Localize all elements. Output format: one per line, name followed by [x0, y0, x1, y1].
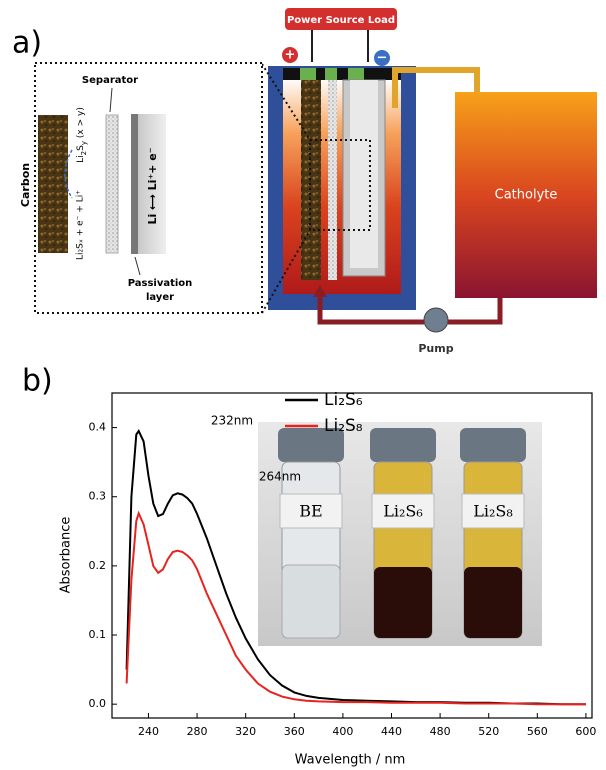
- legend-label: Li₂S₈: [324, 416, 363, 436]
- panel-label: b): [22, 364, 53, 399]
- reaction-part: (x > y): [76, 107, 86, 141]
- figure: a) Power Source Load + − Catholyte Pump …: [0, 0, 606, 770]
- annotation: 264nm: [259, 470, 301, 484]
- li-electrode-inner: [350, 80, 378, 268]
- passivation-label: Passivation: [128, 278, 193, 289]
- li-reaction: Li ⟷ Li⁺+ e⁻: [146, 147, 159, 224]
- x-tick-label: 360: [284, 725, 305, 738]
- vial-cap: [460, 428, 526, 462]
- x-tick-label: 480: [430, 725, 451, 738]
- plus-sign: +: [285, 48, 296, 63]
- panel-a: a) Power Source Load + − Catholyte Pump …: [12, 8, 597, 355]
- separator-label: Separator: [82, 75, 138, 86]
- panel-b: b) Absorbance Wavelength / nm BE Li₂S₆ Li₂…: [22, 364, 596, 768]
- y-tick-label: 0.3: [89, 490, 107, 503]
- lower-reaction: Li₂Sₓ + e⁻ + Li⁺: [76, 190, 86, 260]
- separator: [328, 80, 337, 280]
- y-axis-label: Absorbance: [59, 517, 74, 594]
- x-tick-label: 280: [187, 725, 208, 738]
- cap-seal: [348, 68, 364, 80]
- carbon-label: Carbon: [19, 163, 32, 207]
- pump: [424, 308, 448, 332]
- pump-label: Pump: [418, 342, 453, 355]
- x-tick-label: 400: [332, 725, 353, 738]
- passivation-label: layer: [146, 292, 174, 303]
- vial-label: Li₂S₆: [383, 502, 423, 521]
- y-tick-label: 0.4: [89, 421, 107, 434]
- passivation-detail: [131, 114, 138, 254]
- y-tick-label: 0.2: [89, 559, 107, 572]
- x-tick-label: 320: [235, 725, 256, 738]
- carbon-detail: [38, 115, 68, 253]
- x-tick-label: 240: [138, 725, 159, 738]
- x-tick-label: 560: [527, 725, 548, 738]
- x-tick-label: 600: [575, 725, 596, 738]
- annotation: 232nm: [211, 414, 253, 428]
- y-tick-label: 0.0: [89, 697, 107, 710]
- panel-label: a): [12, 26, 42, 61]
- vial-label: Li₂S₈: [473, 502, 513, 521]
- separator-detail: [106, 115, 118, 253]
- minus-sign: −: [377, 51, 388, 66]
- vial-liquid: [374, 567, 432, 638]
- vial-liquid: [464, 567, 522, 638]
- reaction-part: Li: [76, 155, 86, 163]
- y-tick-label: 0.1: [89, 628, 107, 641]
- power-label: Power Source Load: [287, 15, 395, 26]
- vial-cap: [370, 428, 436, 462]
- cap-seal: [300, 68, 316, 80]
- x-tick-label: 520: [478, 725, 499, 738]
- x-tick-label: 440: [381, 725, 402, 738]
- x-axis-label: Wavelength / nm: [295, 753, 406, 768]
- catholyte-label: Catholyte: [495, 188, 558, 203]
- vial-liquid: [282, 565, 340, 638]
- legend-label: Li₂S₆: [324, 390, 363, 410]
- cap-seal: [325, 68, 337, 80]
- vial-label: BE: [299, 502, 322, 521]
